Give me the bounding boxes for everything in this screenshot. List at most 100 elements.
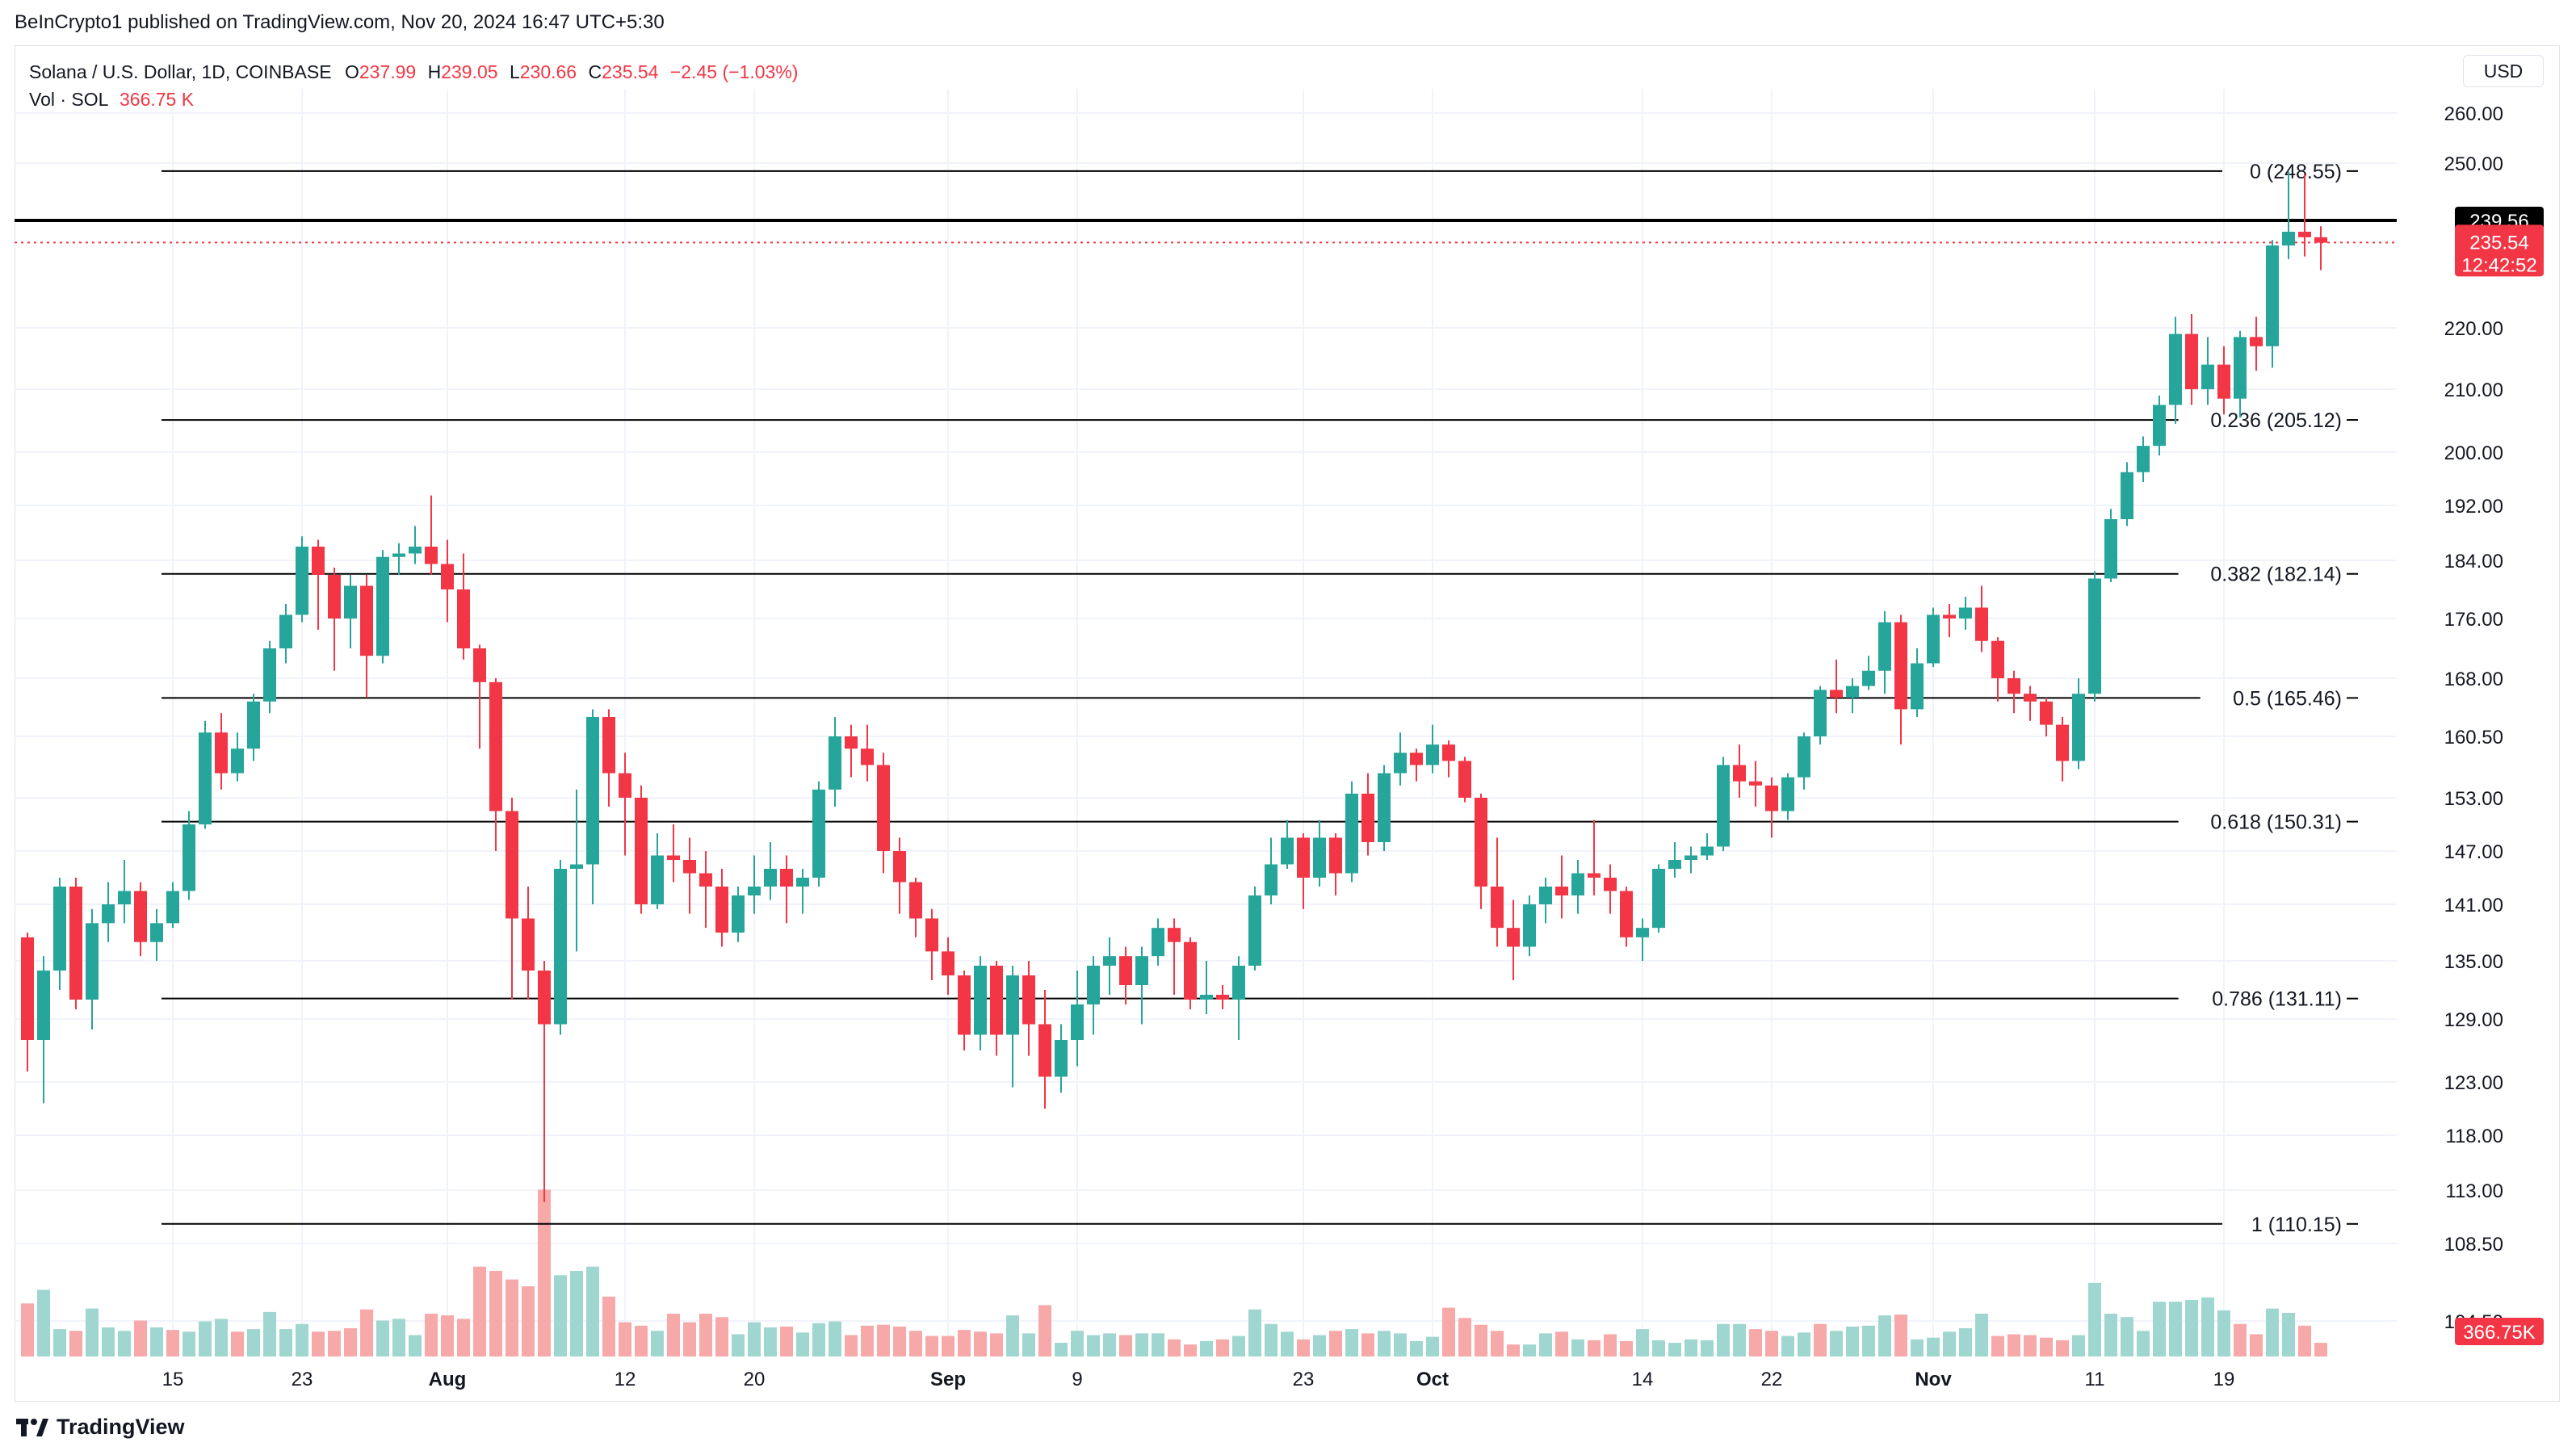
volume-bar — [1103, 1333, 1116, 1356]
low-label: L — [509, 61, 520, 82]
legend-row-volume: Vol · SOL 366.75 K — [29, 86, 798, 113]
open-label: O — [344, 61, 359, 82]
currency-button[interactable]: USD — [2463, 55, 2544, 87]
symbol-name[interactable]: Solana / U.S. Dollar, 1D, COINBASE — [29, 61, 332, 82]
x-tick-label: 15 — [162, 1369, 184, 1390]
candle-body — [1394, 753, 1407, 774]
volume-bar — [409, 1335, 422, 1356]
volume-bar — [69, 1331, 82, 1356]
candle-body — [1911, 663, 1924, 710]
volume-bar — [1135, 1333, 1148, 1356]
volume-label[interactable]: Vol · SOL — [29, 89, 108, 110]
candle-body — [1991, 640, 2004, 678]
candle-body — [2056, 724, 2069, 761]
y-tick-label: 118.00 — [2445, 1126, 2503, 1147]
volume-bars — [21, 1189, 2327, 1356]
volume-bar — [2024, 1335, 2037, 1356]
last-volume-text: 366.75K — [2463, 1322, 2535, 1344]
candle-body — [1507, 928, 1520, 947]
change-value: −2.45 (−1.03%) — [669, 61, 799, 82]
candle-body — [247, 701, 260, 749]
volume-bar — [1394, 1333, 1407, 1356]
y-tick-label: 210.00 — [2444, 379, 2503, 401]
volume-bar — [974, 1331, 987, 1356]
candle-body — [21, 937, 34, 1040]
close-value: 235.54 — [602, 61, 659, 82]
candle-body — [1248, 895, 1261, 966]
x-tick-label: 23 — [292, 1369, 313, 1390]
x-tick-label: 23 — [1293, 1369, 1315, 1390]
candle-body — [1281, 837, 1294, 865]
candle-body — [2137, 446, 2150, 472]
volume-bar — [2121, 1317, 2133, 1356]
candle-body — [958, 975, 971, 1035]
candle-body — [102, 904, 115, 924]
candle-body — [2024, 694, 2037, 702]
candle-body — [893, 851, 906, 883]
candle-body — [602, 717, 615, 774]
candle-body — [1798, 736, 1810, 778]
volume-bar — [1345, 1329, 1358, 1356]
y-tick-label: 260.00 — [2444, 103, 2503, 125]
volume-bar — [1297, 1339, 1310, 1356]
tradingview-footer[interactable]: TradingView — [16, 1415, 185, 1440]
volume-bar — [1216, 1339, 1229, 1356]
fib-level-label: 0.618 (150.31) — [2210, 811, 2342, 834]
fib-level-label: 0 (248.55) — [2250, 161, 2342, 183]
chart-frame — [15, 45, 2560, 1402]
volume-bar — [877, 1324, 890, 1356]
candle-body — [279, 614, 292, 648]
y-tick-label: 200.00 — [2444, 442, 2503, 464]
candle-body — [715, 887, 728, 933]
volume-bar — [425, 1314, 438, 1356]
candle-body — [1168, 928, 1181, 942]
volume-bar — [166, 1330, 179, 1356]
x-tick-label: Aug — [429, 1369, 467, 1390]
publish-caption: BeInCrypto1 published on TradingView.com… — [15, 11, 665, 33]
candle-body — [1894, 622, 1907, 710]
candle-body — [1975, 607, 1988, 641]
volume-bar — [360, 1309, 373, 1356]
candle-body — [1345, 793, 1358, 874]
candle-body — [328, 575, 341, 618]
high-label: H — [427, 61, 442, 82]
candle-body — [2298, 232, 2311, 237]
candle-body — [1523, 904, 1536, 947]
volume-bar — [829, 1321, 841, 1356]
candle-body — [942, 951, 954, 975]
candle-body — [780, 869, 793, 887]
candle-body — [651, 855, 664, 904]
volume-bar — [86, 1308, 99, 1356]
candle-body — [1491, 887, 1504, 929]
candle-body — [1361, 793, 1374, 842]
volume-bar — [1830, 1331, 1843, 1356]
volume-bar — [796, 1332, 809, 1356]
candle-body — [441, 564, 454, 589]
volume-bar — [215, 1319, 228, 1356]
candle-body — [1878, 622, 1891, 671]
candle-body — [1701, 846, 1714, 856]
candle-body — [990, 966, 1003, 1035]
volume-bar — [1846, 1326, 1859, 1356]
price-axis: 260.00 250.00 220.00 210.00 200.00 192.00 184.… — [2444, 103, 2503, 1333]
volume-bar — [489, 1271, 502, 1356]
candle-body — [344, 585, 357, 618]
symbol-legend: Solana / U.S. Dollar, 1D, COINBASE O237.… — [29, 58, 798, 113]
volume-bar — [990, 1333, 1003, 1356]
y-tick-label: 168.00 — [2444, 669, 2503, 690]
last-price-tag — [2455, 224, 2544, 277]
candle-body — [1265, 864, 1278, 895]
time-axis: 15 23 Aug 12 20 Sep 9 23 Oct 14 22 Nov 11 19 — [162, 1369, 2235, 1390]
volume-bar — [1668, 1343, 1681, 1356]
candle-body — [1184, 941, 1197, 1000]
volume-bar — [522, 1286, 535, 1356]
x-tick-label: 20 — [744, 1369, 766, 1390]
candle-body — [861, 748, 874, 765]
candle-body — [2282, 232, 2295, 245]
volume-bar — [506, 1279, 518, 1356]
candle-body — [118, 891, 131, 904]
volume-bar — [344, 1328, 357, 1356]
candle-body — [2201, 364, 2214, 389]
